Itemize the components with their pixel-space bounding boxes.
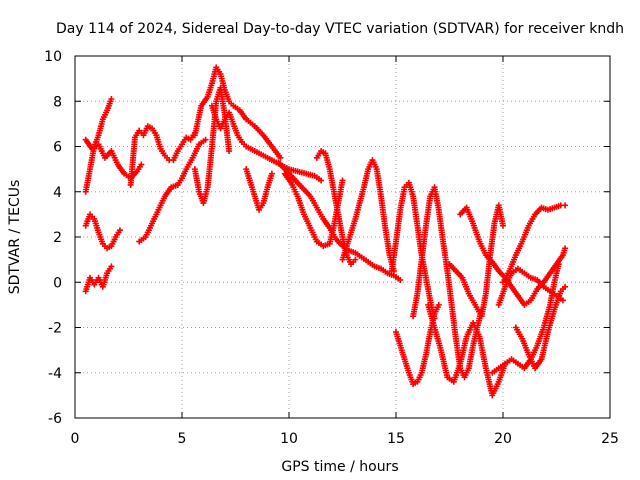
y-axis-label: SDTVAR / TECUs — [7, 180, 23, 295]
y-tick-label: 8 — [53, 94, 62, 110]
x-tick-label: 20 — [494, 431, 512, 447]
y-tick-label: 0 — [53, 275, 62, 291]
y-tick-label: 4 — [53, 185, 62, 201]
y-tick-label: 2 — [53, 230, 62, 246]
x-tick-label: 10 — [280, 431, 298, 447]
sdtvar-chart: 0 5 10 15 20 25 -6 -4 -2 0 2 4 6 8 10 Day 114 of 2024,… — [0, 0, 640, 480]
y-tick-label: 6 — [53, 140, 62, 156]
x-tick-label: 25 — [601, 431, 619, 447]
y-tick-label: 10 — [44, 49, 62, 65]
y-tick-label: -2 — [48, 321, 62, 337]
x-tick-label: 0 — [71, 431, 80, 447]
y-tick-label: -6 — [48, 411, 62, 427]
chart-title: Day 114 of 2024, Sidereal Day-to-day VTE… — [56, 21, 624, 37]
x-axis-label: GPS time / hours — [281, 459, 398, 475]
x-tick-label: 5 — [178, 431, 187, 447]
y-tick-label: -4 — [48, 366, 62, 382]
x-tick-label: 15 — [387, 431, 405, 447]
